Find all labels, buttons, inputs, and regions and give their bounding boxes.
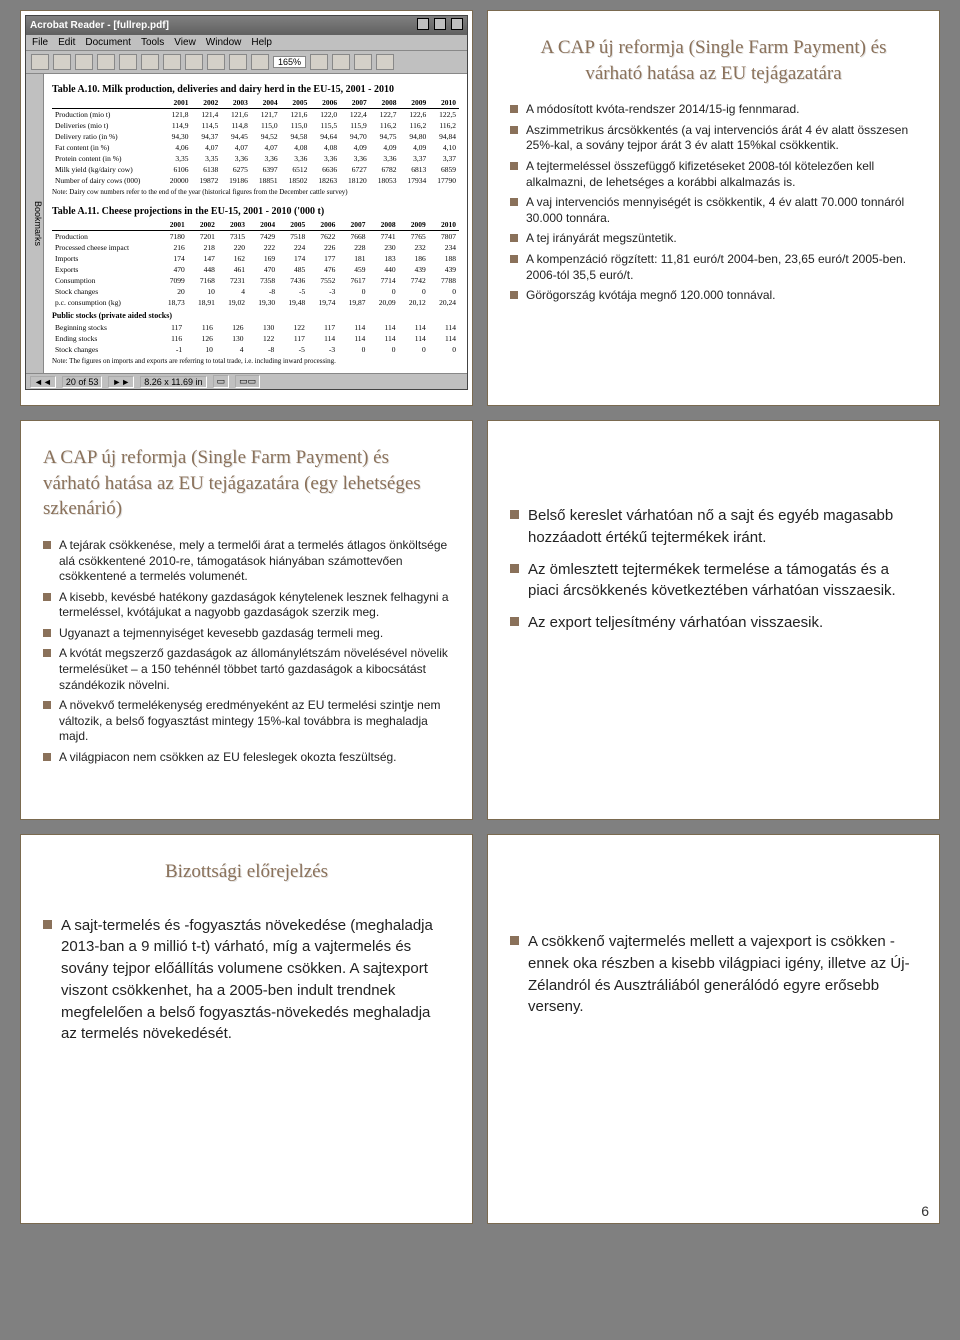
- window-title: Acrobat Reader - [fullrep.pdf]: [30, 20, 169, 31]
- list-item: A kvótát megszerző gazdaságok az állomán…: [43, 646, 450, 693]
- table-row: Stock changes-1104-8-5-30000: [52, 344, 459, 355]
- list-item: Belső kereslet várhatóan nő a sajt és eg…: [510, 505, 917, 549]
- bookmarks-sidebar[interactable]: Bookmarks: [26, 74, 44, 373]
- slide1-title: A CAP új reformja (Single Farm Payment) …: [510, 35, 917, 86]
- save-icon[interactable]: [53, 54, 71, 70]
- print-icon[interactable]: [75, 54, 93, 70]
- first-page-icon[interactable]: [141, 54, 159, 70]
- slide1-bullets: A módosított kvóta-rendszer 2014/15-ig f…: [510, 102, 917, 304]
- list-item: A tejtermeléssel összefüggő kifizetéseke…: [510, 159, 917, 190]
- window-control-buttons: [415, 18, 463, 33]
- slide3-title: Bizottsági előrejelzés: [43, 859, 450, 885]
- slide3-left-bullets: A sajt-termelés és -fogyasztás növekedés…: [43, 915, 450, 1046]
- maximize-icon[interactable]: [434, 18, 446, 30]
- status-bar: ◄◄ 20 of 53 ►► 8.26 x 11.69 in ▭ ▭▭: [26, 373, 467, 389]
- menu-window[interactable]: Window: [206, 37, 242, 48]
- table-a11: 2001200220032004200520062007200820092010…: [52, 219, 459, 308]
- list-item: A kisebb, kevésbé hatékony gazdaságok ké…: [43, 590, 450, 621]
- fit-width-icon[interactable]: [376, 54, 394, 70]
- table-a11-subcaption: Public stocks (private aided stocks): [52, 311, 459, 320]
- slide-forecast-right: A csökkenő vajtermelés mellett a vajexpo…: [487, 834, 940, 1224]
- slide2-title: A CAP új reformja (Single Farm Payment) …: [43, 445, 450, 522]
- table-a11-caption: Table A.11. Cheese projections in the EU…: [52, 206, 459, 217]
- slide2-left-bullets: A tejárak csökkenése, mely a termelői ár…: [43, 538, 450, 766]
- list-item: A sajt-termelés és -fogyasztás növekedés…: [43, 915, 450, 1046]
- status-view2-icon[interactable]: ▭▭: [235, 375, 260, 388]
- slide2-right-bullets: Belső kereslet várhatóan nő a sajt és eg…: [510, 505, 917, 634]
- find-icon[interactable]: [97, 54, 115, 70]
- document-page: Table A.10. Milk production, deliveries …: [44, 74, 467, 373]
- zoom-value[interactable]: 165%: [273, 56, 306, 68]
- table-row: p.c. consumption (kg)18,7318,9119,0219,3…: [52, 297, 459, 308]
- table-row: Production (mio t)121,8121,4121,6121,712…: [52, 109, 459, 121]
- acrobat-screenshot: Acrobat Reader - [fullrep.pdf] File Edit…: [20, 10, 473, 406]
- slide-forecast-left: Bizottsági előrejelzés A sajt-termelés é…: [20, 834, 473, 1224]
- status-nav2-icon[interactable]: ►►: [108, 376, 134, 388]
- close-icon[interactable]: [451, 18, 463, 30]
- list-item: A világpiacon nem csökken az EU felesleg…: [43, 750, 450, 766]
- fit-page-icon[interactable]: [354, 54, 372, 70]
- table-row: Exports470448461470485476459440439439: [52, 264, 459, 275]
- status-view-icon[interactable]: ▭: [213, 375, 230, 388]
- menu-view[interactable]: View: [174, 37, 196, 48]
- table-row: Stock changes20104-8-5-30000: [52, 286, 459, 297]
- zoom-in-icon[interactable]: [332, 54, 350, 70]
- zoom-out-icon[interactable]: [310, 54, 328, 70]
- list-item: A csökkenő vajtermelés mellett a vajexpo…: [510, 931, 917, 1018]
- table-a10-caption: Table A.10. Milk production, deliveries …: [52, 84, 459, 95]
- list-item: A tej irányárát megszüntetik.: [510, 231, 917, 247]
- table-a11-stocks: Beginning stocks117116126130122117114114…: [52, 322, 459, 355]
- table-a10: 2001200220032004200520062007200820092010…: [52, 97, 459, 186]
- slide-cap-reform-2-left: A CAP új reformja (Single Farm Payment) …: [20, 420, 473, 820]
- open-icon[interactable]: [31, 54, 49, 70]
- menu-bar: File Edit Document Tools View Window Hel…: [26, 35, 467, 51]
- table-row: Processed cheese impact21621822022222422…: [52, 242, 459, 253]
- list-item: A módosított kvóta-rendszer 2014/15-ig f…: [510, 102, 917, 118]
- table-row: Production718072017315742975187622766877…: [52, 231, 459, 243]
- list-item: A kompenzáció rögzített: 11,81 euró/t 20…: [510, 252, 917, 283]
- status-page: 20 of 53: [62, 376, 103, 388]
- table-a11-note: Note: The figures on imports and exports…: [52, 357, 459, 365]
- list-item: Görögország kvótája megnő 120.000 tonnáv…: [510, 288, 917, 304]
- table-row: Number of dairy cows (000)20000198721918…: [52, 175, 459, 186]
- status-nav-icon[interactable]: ◄◄: [30, 376, 56, 388]
- menu-edit[interactable]: Edit: [58, 37, 75, 48]
- list-item: Az export teljesítmény várhatóan visszae…: [510, 612, 917, 634]
- menu-document[interactable]: Document: [85, 37, 131, 48]
- table-row: Imports174147162169174177181183186188: [52, 253, 459, 264]
- window-titlebar: Acrobat Reader - [fullrep.pdf]: [26, 16, 467, 35]
- minimize-icon[interactable]: [417, 18, 429, 30]
- menu-tools[interactable]: Tools: [141, 37, 164, 48]
- table-row: Consumption70997168723173587436755276177…: [52, 275, 459, 286]
- menu-file[interactable]: File: [32, 37, 48, 48]
- table-row: Fat content (in %)4,064,074,074,074,084,…: [52, 142, 459, 153]
- slide-cap-reform-2-right: Belső kereslet várhatóan nő a sajt és eg…: [487, 420, 940, 820]
- table-row: Ending stocks116126130122117114114114114…: [52, 333, 459, 344]
- table-row: Deliveries (mio t)114,9114,5114,8115,011…: [52, 120, 459, 131]
- slide3-right-bullets: A csökkenő vajtermelés mellett a vajexpo…: [510, 931, 917, 1018]
- table-row: Beginning stocks117116126130122117114114…: [52, 322, 459, 333]
- list-item: Aszimmetrikus árcsökkentés (a vaj interv…: [510, 123, 917, 154]
- list-item: Az ömlesztett tejtermékek termelése a tá…: [510, 559, 917, 603]
- table-row: Protein content (in %)3,353,353,363,363,…: [52, 153, 459, 164]
- next-page-icon[interactable]: [185, 54, 203, 70]
- table-a10-note: Note: Dairy cow numbers refer to the end…: [52, 188, 459, 196]
- slide-cap-reform-1: A CAP új reformja (Single Farm Payment) …: [487, 10, 940, 406]
- table-row: Delivery ratio (in %)94,3094,3794,4594,5…: [52, 131, 459, 142]
- table-row: Milk yield (kg/dairy cow)610661386275639…: [52, 164, 459, 175]
- prev-page-icon[interactable]: [163, 54, 181, 70]
- last-page-icon[interactable]: [207, 54, 225, 70]
- list-item: A vaj intervenciós mennyiségét is csökke…: [510, 195, 917, 226]
- hand-icon[interactable]: [119, 54, 137, 70]
- toolbar: 165%: [26, 51, 467, 74]
- list-item: Ugyanazt a tejmennyiséget kevesebb gazda…: [43, 626, 450, 642]
- list-item: A növekvő termelékenység eredményeként a…: [43, 698, 450, 745]
- status-size: 8.26 x 11.69 in: [140, 376, 206, 388]
- menu-help[interactable]: Help: [251, 37, 272, 48]
- list-item: A tejárak csökkenése, mely a termelői ár…: [43, 538, 450, 585]
- page-number: 6: [921, 1203, 929, 1219]
- forward-icon[interactable]: [251, 54, 269, 70]
- back-icon[interactable]: [229, 54, 247, 70]
